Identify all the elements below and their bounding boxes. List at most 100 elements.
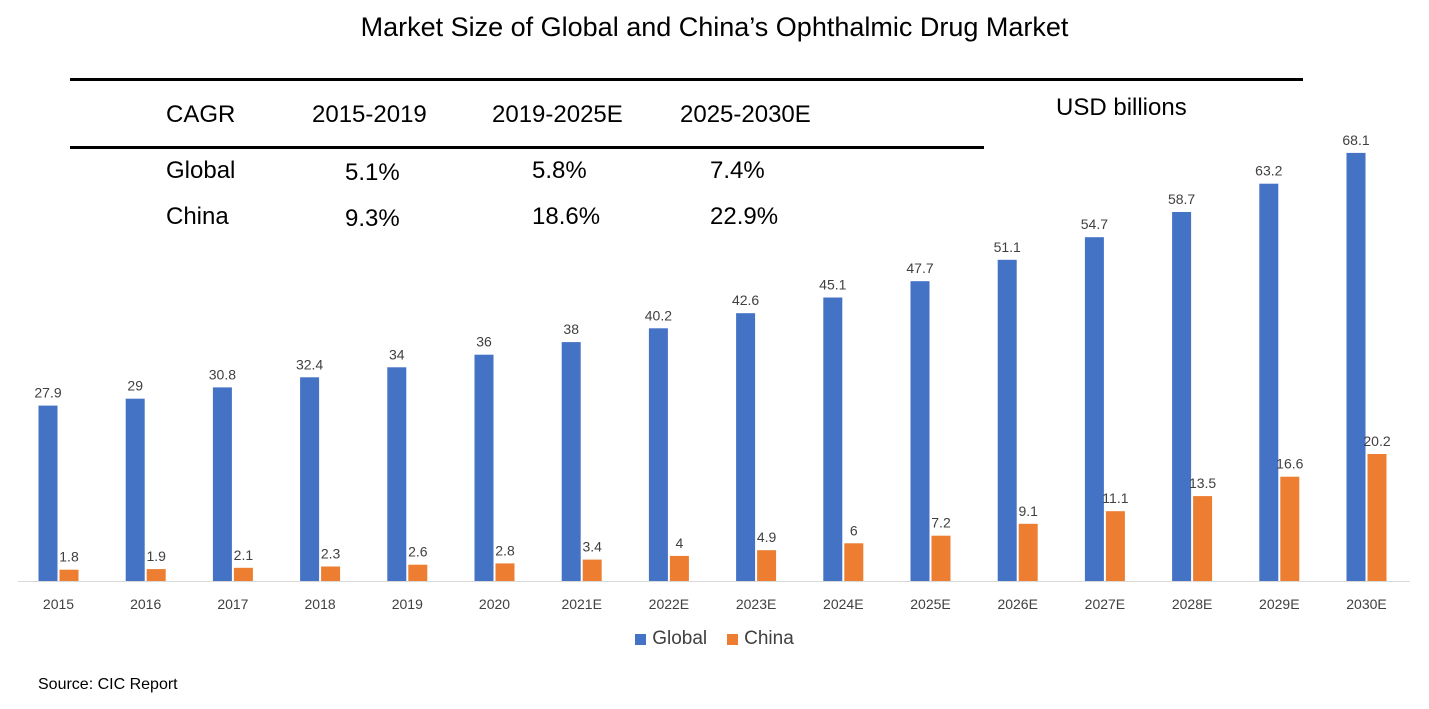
bar-china-2029E	[1280, 476, 1300, 581]
data-label-global-2017: 30.8	[209, 366, 236, 382]
legend-swatch-china	[727, 633, 739, 645]
data-label-global-2025E: 47.7	[906, 260, 933, 276]
data-label-global-2023E: 42.6	[732, 292, 759, 308]
x-tick-label-2027E: 2027E	[1085, 596, 1125, 612]
x-tick-label-2016: 2016	[130, 596, 161, 612]
bar-global-2017	[212, 387, 232, 581]
data-label-global-2016: 29	[127, 378, 143, 394]
data-label-china-2027E: 11.1	[1102, 490, 1128, 506]
x-tick-label-2018: 2018	[305, 596, 336, 612]
x-tick-label-2017: 2017	[217, 596, 248, 612]
bar-china-2022E	[669, 555, 689, 581]
data-label-china-2019: 2.6	[408, 544, 428, 560]
data-label-china-2028E: 13.5	[1189, 475, 1216, 491]
data-label-china-2030E: 20.2	[1363, 433, 1390, 449]
data-label-global-2021E: 38	[563, 321, 579, 337]
bar-china-2027E	[1105, 511, 1125, 581]
bar-chart: 27.9 1.8 2015 29 1.9 2016 30.8 2.1 2017 32.4 2.3 20…	[18, 132, 1410, 612]
bar-china-2020	[495, 563, 515, 581]
cagr-global-value-2: 5.8%	[532, 157, 587, 184]
table-top-rule	[70, 78, 1303, 81]
legend-swatch-global	[635, 633, 647, 645]
cagr-china-value-2: 18.6%	[532, 203, 601, 230]
bar-global-2030E	[1346, 152, 1366, 581]
data-label-china-2016: 1.9	[146, 548, 166, 564]
cagr-china-value-1: 9.3%	[345, 205, 400, 232]
table-header-rule	[70, 146, 984, 149]
data-label-global-2028E: 58.7	[1168, 191, 1195, 207]
cagr-global-value-3: 7.4%	[710, 157, 765, 184]
bar-global-2021E	[561, 342, 581, 581]
data-label-global-2019: 34	[389, 346, 405, 362]
bar-china-2030E	[1367, 454, 1387, 581]
cagr-header-label: CAGR	[166, 101, 236, 128]
data-label-global-2026E: 51.1	[994, 239, 1021, 255]
bar-china-2016	[146, 569, 166, 581]
data-label-china-2018: 2.3	[321, 546, 341, 562]
bar-global-2024E	[823, 297, 843, 581]
bar-global-2023E	[736, 313, 756, 581]
legend-label-china: China	[744, 628, 794, 649]
data-label-global-2018: 32.4	[296, 356, 323, 372]
x-tick-label-2028E: 2028E	[1172, 596, 1212, 612]
data-label-global-2029E: 63.2	[1255, 163, 1282, 179]
bar-china-2021E	[582, 559, 602, 581]
x-tick-label-2024E: 2024E	[823, 596, 863, 612]
cagr-header-period-1: 2015-2019	[312, 101, 427, 128]
data-label-china-2029E: 16.6	[1276, 456, 1303, 472]
cagr-header-period-2: 2019-2025E	[492, 101, 623, 128]
bar-china-2017	[233, 567, 253, 581]
bar-china-2024E	[844, 543, 864, 581]
bar-china-2023E	[757, 550, 777, 581]
chart-title: Market Size of Global and China’s Ophtha…	[360, 12, 1069, 42]
data-label-global-2030E: 68.1	[1342, 132, 1369, 148]
x-tick-label-2025E: 2025E	[910, 596, 950, 612]
data-label-china-2025E: 7.2	[931, 515, 951, 531]
data-label-global-2024E: 45.1	[819, 277, 846, 293]
cagr-row-china-label: China	[166, 203, 229, 230]
cagr-china-value-3: 22.9%	[710, 203, 779, 230]
x-tick-label-2023E: 2023E	[736, 596, 776, 612]
bar-global-2018	[300, 377, 320, 581]
data-label-china-2017: 2.1	[234, 547, 254, 563]
data-label-china-2024E: 6	[850, 522, 858, 538]
x-tick-label-2019: 2019	[392, 596, 423, 612]
x-tick-label-2021E: 2021E	[561, 596, 601, 612]
bar-china-2028E	[1193, 496, 1213, 581]
cagr-header-period-3: 2025-2030E	[680, 101, 811, 128]
data-label-china-2026E: 9.1	[1018, 503, 1038, 519]
cagr-global-value-1: 5.1%	[345, 159, 400, 186]
bar-global-2022E	[648, 328, 668, 581]
bar-global-2019	[387, 367, 407, 581]
x-tick-label-2026E: 2026E	[997, 596, 1037, 612]
data-label-china-2020: 2.8	[495, 542, 515, 558]
x-tick-label-2030E: 2030E	[1346, 596, 1386, 612]
data-label-global-2027E: 54.7	[1081, 216, 1108, 232]
x-tick-label-2020: 2020	[479, 596, 510, 612]
data-label-global-2015: 27.9	[34, 385, 61, 401]
bar-global-2027E	[1084, 237, 1104, 581]
unit-label: USD billions	[1056, 94, 1187, 121]
bar-china-2018	[321, 566, 341, 581]
bar-china-2019	[408, 564, 428, 581]
legend: Global China	[0, 628, 1429, 650]
bar-china-2025E	[931, 535, 951, 581]
data-label-global-2022E: 40.2	[645, 307, 672, 323]
x-tick-label-2029E: 2029E	[1259, 596, 1299, 612]
bar-global-2015	[38, 405, 58, 581]
cagr-row-global-label: Global	[166, 157, 236, 184]
legend-item-china: China	[727, 628, 794, 650]
data-label-china-2021E: 3.4	[582, 539, 602, 555]
source-note: Source: CIC Report	[38, 676, 178, 693]
bar-global-2029E	[1259, 183, 1279, 581]
bar-global-2016	[125, 398, 145, 581]
x-tick-label-2022E: 2022E	[649, 596, 689, 612]
legend-item-global: Global	[635, 628, 707, 650]
bar-china-2026E	[1018, 523, 1038, 581]
data-label-global-2020: 36	[476, 334, 492, 350]
data-label-china-2015: 1.8	[59, 549, 79, 565]
legend-label-global: Global	[652, 628, 708, 649]
bar-global-2020	[474, 354, 494, 581]
bar-global-2025E	[910, 281, 930, 581]
bar-global-2026E	[997, 259, 1017, 581]
